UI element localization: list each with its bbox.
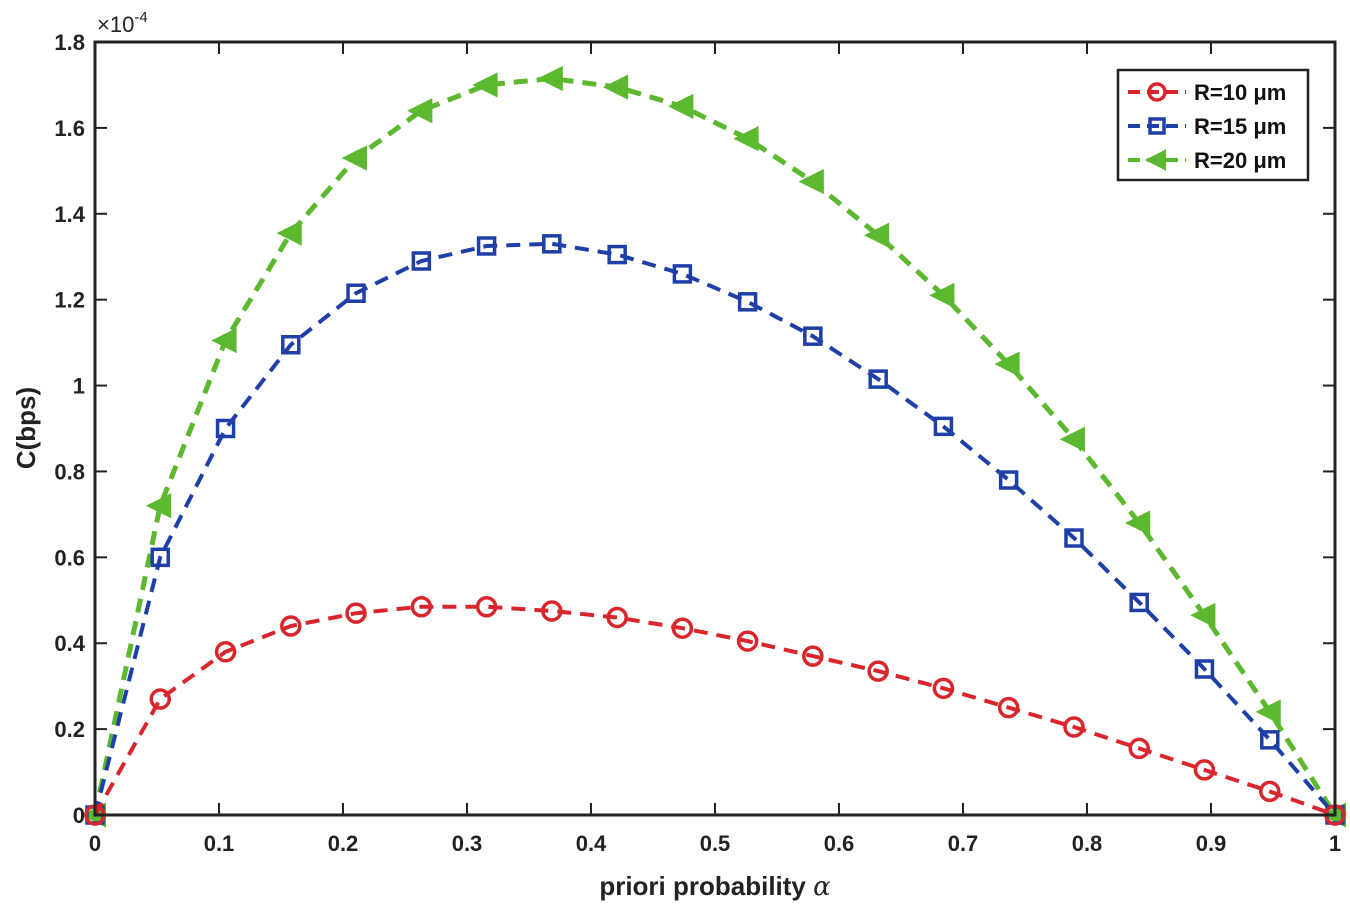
data-point-triangle [929,282,955,308]
legend-entry: R=10 μm [1128,80,1286,105]
data-point-square [672,264,693,284]
legend-label: R=20 μm [1194,148,1286,173]
x-tick-label: 0.6 [824,831,855,856]
data-point-square [476,236,497,256]
data-point-triangle [668,93,694,120]
y-axis-label: C(bps) [11,387,41,469]
y-tick-label: 1.8 [54,30,85,55]
data-point-circle [671,617,694,639]
legend-label: R=10 μm [1194,80,1286,105]
data-point-triangle [472,72,498,98]
data-point-square [868,369,888,389]
data-point-triangle [733,126,759,152]
data-point-square [1148,117,1166,135]
data-point-triangle [1144,149,1166,171]
data-point-triangle [341,145,368,171]
x-tick-label: 0.2 [328,831,359,856]
data-point-circle [606,606,628,629]
x-tick-label: 0.1 [204,831,235,856]
data-point-square [542,234,562,254]
data-point-square [933,416,954,437]
data-point-triangle [407,98,433,124]
y-tick-label: 1 [73,374,85,399]
data-point-triangle [145,493,172,519]
data-point-square [150,547,170,568]
y-tick-label: 0 [73,803,85,828]
y-scale-label: ×10-4 [97,9,148,37]
data-point-circle [345,602,367,624]
data-point-circle [280,615,302,637]
data-point-circle [932,677,955,700]
y-tick-label: 0.8 [54,459,85,484]
legend-entry: R=20 μm [1128,148,1286,173]
data-point-circle [1259,780,1281,803]
y-tick-label: 1.4 [54,202,85,227]
data-point-circle [475,595,498,618]
data-point-circle [1147,82,1167,102]
x-tick-label: 0.4 [576,831,607,856]
data-point-square [1064,528,1084,548]
data-point-circle [867,660,889,682]
data-point-circle [410,595,433,618]
data-point-square [1194,659,1215,679]
data-point-circle [149,688,171,710]
x-tick-label: 0.8 [1072,831,1103,856]
data-point-square [1260,730,1280,750]
x-tick-label: 0.9 [1196,831,1227,856]
data-point-triangle [537,65,563,92]
y-tick-label: 0.4 [54,631,85,656]
data-point-square [215,418,236,439]
data-point-circle [1128,737,1150,760]
data-point-triangle [276,220,302,246]
data-point-triangle [211,327,237,354]
series-line [93,241,1337,817]
x-tick-label: 0.3 [452,831,483,856]
data-point-circle [1063,716,1085,738]
data-point-triangle [994,351,1020,377]
data-point-circle [1193,759,1216,781]
series-R=15 μm [85,234,1345,825]
data-point-square [1129,592,1149,613]
y-tick-labels: 0 0.2 0.4 0.6 0.8 1 1.2 1.4 1.6 1.8 [54,30,85,828]
plot-frame [93,40,1337,817]
x-tick-label: 0 [89,831,101,856]
y-tick-label: 0.6 [54,545,85,570]
data-point-circle [214,641,237,663]
data-point-square [803,326,823,346]
x-tick-label: 1 [1329,831,1341,856]
data-point-triangle [1059,426,1085,452]
data-point-square [411,251,432,271]
x-tick-label: 0.5 [700,831,731,856]
data-point-triangle [863,222,890,248]
series-line [93,604,1336,817]
data-point-circle [541,600,563,622]
y-tick-label: 1.6 [54,116,85,141]
data-point-triangle [798,168,824,195]
data-point-square [998,470,1019,490]
data-point-triangle [1255,699,1281,725]
data-point-triangle [1124,510,1151,536]
data-point-circle [802,645,824,667]
data-point-circle [736,630,759,652]
legend-entry: R=15 μm [1128,114,1286,139]
legend: R=10 μm R=15 μm R=20 μm [1116,68,1310,182]
x-tick-label: 0.7 [948,831,979,856]
x-axis-label: priori probability α [599,871,831,902]
data-point-square [737,292,758,312]
y-tick-label: 0.2 [54,717,85,742]
data-point-square [281,335,301,355]
series-line [92,75,1338,817]
data-point-circle [997,696,1020,719]
legend-label: R=15 μm [1194,114,1286,139]
data-point-triangle [602,74,629,100]
data-point-triangle [1190,602,1216,628]
y-tick-label: 1.2 [54,288,85,313]
x-tick-labels: 0 0.1 0.2 0.3 0.4 0.5 0.6 0.7 0.8 0.9 1 [89,831,1341,856]
data-point-square [346,283,366,303]
data-point-square [607,244,627,265]
